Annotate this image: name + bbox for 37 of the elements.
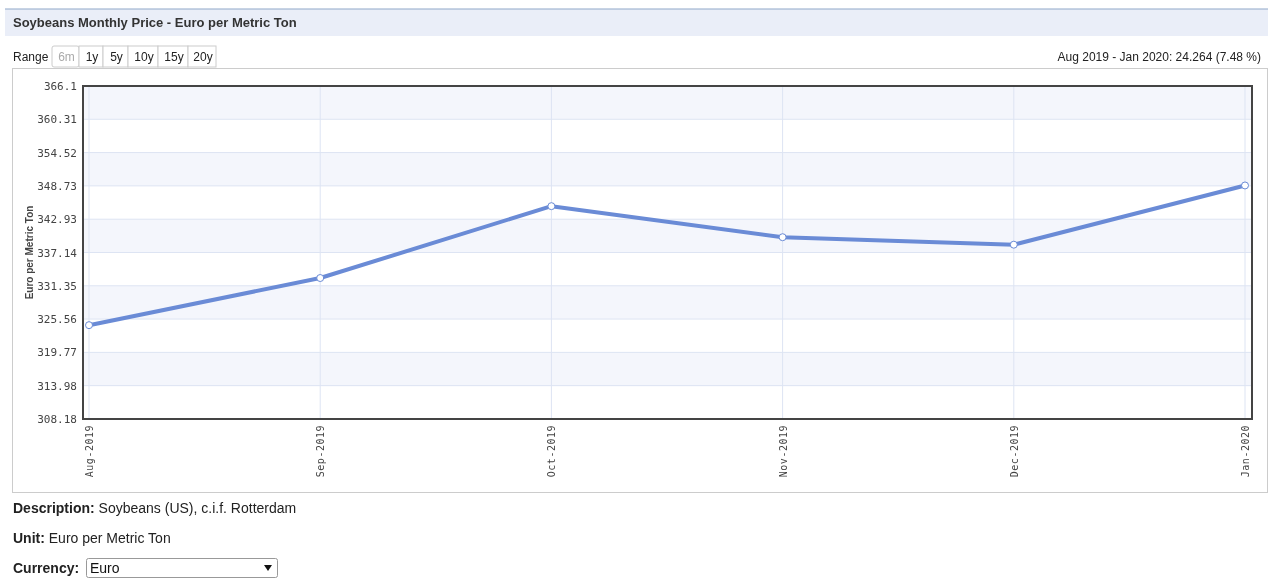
range-button: 5y	[102, 45, 129, 68]
text: Aug 2019 - Jan 2020: 24.264 (7.48 %)	[1057, 50, 1261, 64]
currency-select: Euro	[86, 558, 278, 578]
y-tick-label: 337.14	[37, 246, 78, 260]
range-button: 20y	[187, 45, 217, 68]
y-tick-label: 331.35	[37, 279, 77, 293]
text: Range	[13, 50, 49, 64]
text: Currency:	[13, 560, 80, 576]
y-axis-title: Euro per Metric Ton	[24, 205, 35, 300]
y-tick-label: 366.1	[43, 80, 77, 93]
point	[547, 202, 556, 211]
point	[85, 321, 93, 330]
y-tick-label: 319.77	[37, 346, 77, 360]
point	[1241, 181, 1249, 190]
range-button: 15y	[157, 45, 189, 68]
point	[778, 233, 787, 242]
x-tick-label: Dec-2019	[1008, 425, 1020, 478]
text: Description: Soybeans (US), c.i.f. Rotterdam	[13, 500, 297, 516]
range-button: 10y	[127, 45, 159, 68]
x-tick-label: Nov-2019	[777, 425, 789, 478]
x-tick-label: Sep-2019	[315, 425, 327, 478]
range-button: 6m	[51, 45, 80, 68]
chart-title: Soybeans Monthly Price - Euro per Metric Ton	[13, 15, 297, 30]
point	[316, 274, 325, 283]
y-tick-label: 308.18	[37, 413, 77, 426]
y-tick-label: 313.98	[37, 379, 77, 393]
x-tick-label: Jan-2020	[1240, 425, 1251, 478]
point	[1009, 240, 1018, 249]
x-tick-label: Aug-2019	[84, 425, 95, 478]
y-tick-label: 348.73	[37, 179, 77, 193]
y-tick-label: 342.93	[37, 213, 77, 227]
y-tick-label: 360.31	[37, 113, 77, 127]
x-tick-label: Oct-2019	[546, 425, 558, 478]
range-button: 1y	[78, 45, 104, 68]
y-tick-label: 325.56	[37, 313, 77, 327]
text: Unit: Euro per Metric Ton	[13, 530, 171, 546]
y-tick-label: 354.52	[37, 146, 77, 160]
